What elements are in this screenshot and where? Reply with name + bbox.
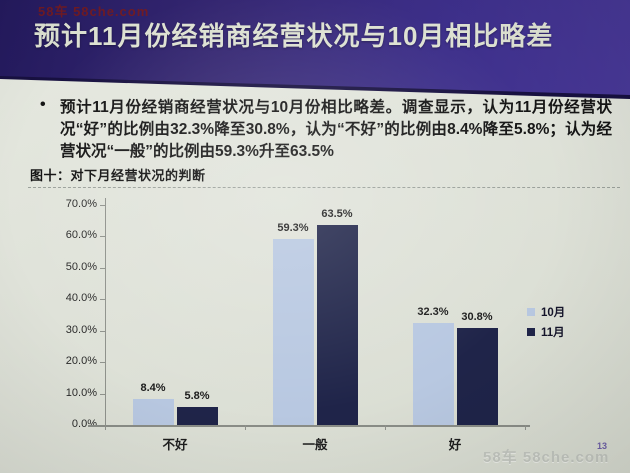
y-axis-label: 40.0%: [65, 292, 97, 305]
x-category-label: 不好: [162, 438, 188, 452]
x-axis-tick: [525, 425, 526, 430]
y-axis-tick: [100, 205, 105, 206]
y-axis-label: 70.0%: [65, 198, 97, 210]
y-axis-label: 30.0%: [65, 323, 97, 336]
bar-value-label: 8.4%: [140, 382, 166, 394]
bar-value-label: 63.5%: [321, 208, 353, 220]
page-number: 13: [597, 441, 608, 451]
bar-11月-好: [457, 328, 498, 425]
chart-legend: 10月 11月: [527, 302, 565, 342]
bar-11月-不好: [177, 407, 218, 425]
x-axis-tick: [105, 425, 106, 430]
y-axis-tick: [100, 362, 105, 364]
legend-swatch-icon: [527, 328, 535, 336]
y-axis-tick: [100, 236, 105, 238]
bar-11月-一般: [317, 225, 358, 425]
bar-10月-好: [413, 323, 454, 425]
bar-10月-一般: [273, 239, 314, 425]
y-axis-label: 20.0%: [65, 355, 97, 368]
y-axis-label: 60.0%: [65, 229, 97, 242]
summary-paragraph: 预计11月份经销商经营状况与10月份相比略差。调查显示，认为11月份经营状况“好…: [60, 99, 612, 160]
figure-caption: 图十：对下月经营状况的判断: [30, 168, 206, 183]
legend-label: 11月: [541, 327, 565, 339]
watermark-bottom: 58车 58che.com: [483, 449, 610, 466]
y-axis-label: 0.0%: [71, 418, 97, 430]
y-axis-line: [105, 198, 106, 426]
y-axis-tick: [100, 267, 105, 269]
watermark-top: 58车 58che.com: [38, 4, 150, 19]
caption-divider: [28, 187, 620, 188]
y-axis-tick: [100, 393, 105, 395]
x-axis-tick: [245, 425, 246, 430]
bullet-dot: •: [40, 96, 46, 113]
y-axis-label: 10.0%: [65, 386, 97, 399]
bar-10月-不好: [133, 399, 174, 425]
legend-item-11月: 11月: [527, 322, 565, 342]
y-axis-tick: [100, 299, 105, 301]
x-axis-tick: [385, 425, 386, 430]
y-axis-label: 50.0%: [65, 260, 97, 273]
y-axis-tick: [100, 425, 105, 426]
legend-swatch-icon: [527, 308, 535, 316]
legend-label: 10月: [541, 307, 566, 319]
x-category-label: 一般: [302, 438, 328, 452]
legend-item-10月: 10月: [527, 302, 565, 322]
bar-value-label: 59.3%: [277, 222, 309, 234]
slide-header: 预计11月份经销商经营状况与10月相比略差: [0, 0, 630, 95]
bar-value-label: 5.8%: [184, 390, 210, 402]
x-axis-line: [88, 425, 530, 427]
slide-title: 预计11月份经销商经营状况与10月相比略差: [34, 21, 554, 51]
y-axis-tick: [100, 330, 105, 332]
bar-value-label: 30.8%: [461, 311, 493, 323]
bar-value-label: 32.3%: [417, 306, 449, 318]
